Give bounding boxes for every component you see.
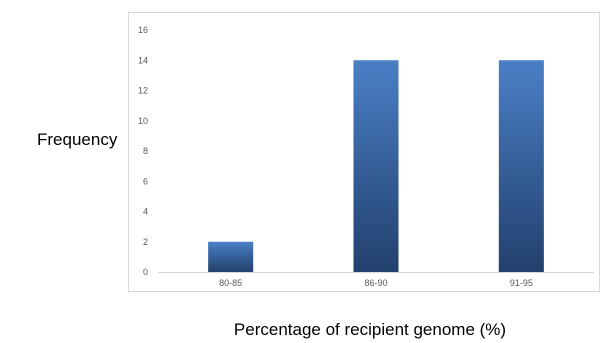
y-tick-label: 14 — [138, 55, 148, 65]
y-tick-label: 16 — [138, 25, 148, 35]
y-tick-label: 8 — [143, 146, 148, 156]
y-tick-label: 4 — [143, 207, 148, 217]
x-tick-label: 80-85 — [219, 278, 242, 288]
y-axis-label: Frequency — [37, 130, 118, 149]
bar — [353, 60, 399, 272]
x-tick-label: 86-90 — [364, 278, 387, 288]
bar-chart: 0 2 4 6 8 10 12 14 16 80-85 86-90 91-95 — [128, 12, 600, 292]
bar — [208, 241, 254, 272]
y-tick-label: 6 — [143, 176, 148, 186]
chart-frame — [128, 12, 600, 292]
y-tick-label: 10 — [138, 116, 148, 126]
bar — [498, 60, 544, 272]
x-axis-label: Percentage of recipient genome (%) — [233, 320, 507, 339]
y-tick-label: 12 — [138, 86, 148, 96]
y-tick-label: 2 — [143, 237, 148, 247]
x-tick-label: 91-95 — [510, 278, 533, 288]
y-tick-label: 0 — [143, 267, 148, 277]
